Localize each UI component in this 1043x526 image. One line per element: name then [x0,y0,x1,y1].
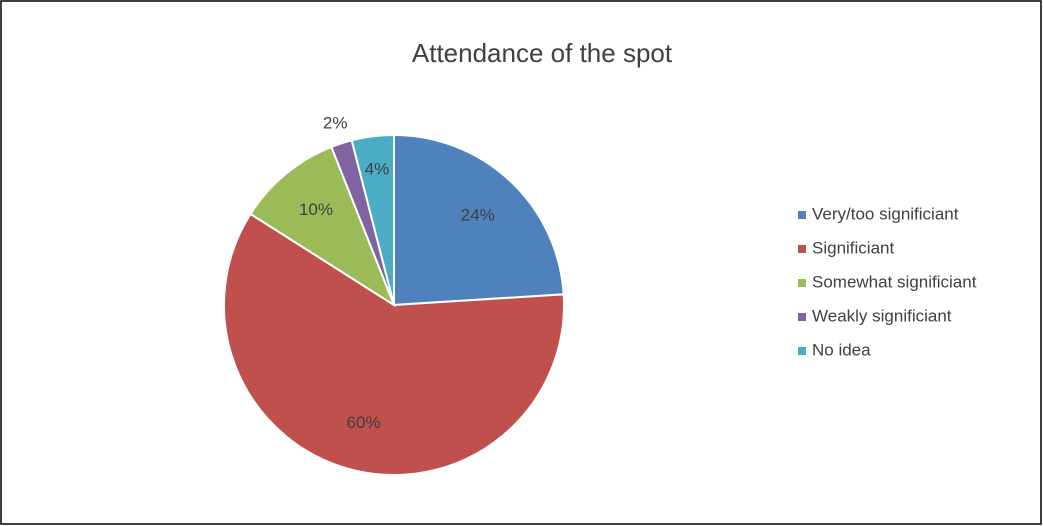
legend-label: Significiant [812,238,894,257]
legend-swatch [798,211,806,219]
pie-slice [350,133,395,306]
data-label: 24% [461,205,495,224]
pie-slice [393,133,565,307]
legend-swatch [798,313,806,321]
pie-slice [223,212,565,476]
legend-swatch [798,347,806,355]
data-label: 10% [299,200,333,219]
legend-swatch [798,279,806,287]
legend-label: No idea [812,340,871,359]
data-label: 4% [365,160,390,179]
legend-label: Weakly significiant [812,306,952,325]
data-label: 60% [347,413,381,432]
legend-label: Somewhat significiant [812,272,977,291]
legend-swatch [798,245,806,253]
legend-label: Very/too significiant [812,204,959,223]
pie-slice [249,145,397,308]
chart-title: Attendance of the spot [412,38,673,68]
data-label: 2% [323,113,348,132]
